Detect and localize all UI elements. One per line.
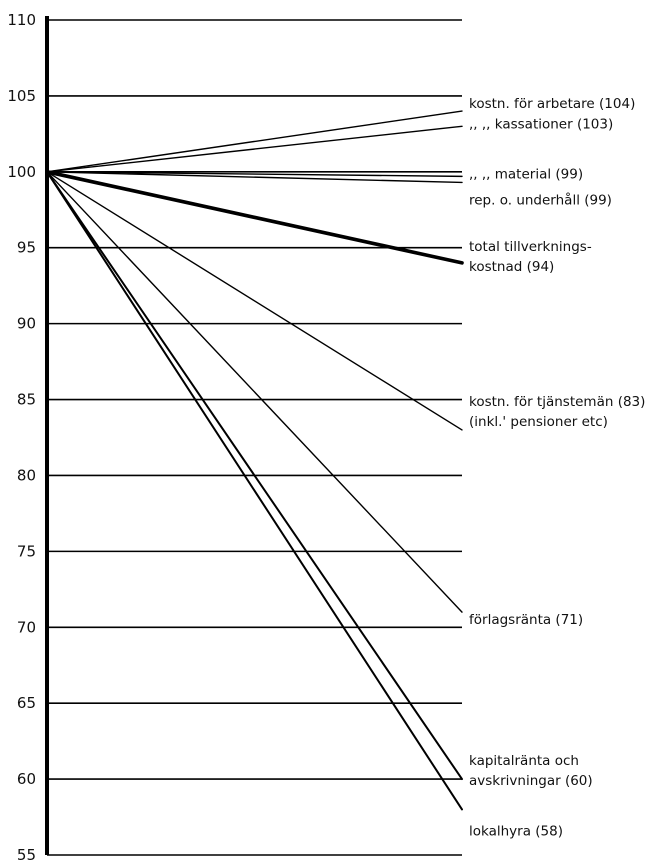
series-lines — [45, 110, 464, 811]
series-label: kostn. för arbetare (104) — [469, 96, 635, 112]
series-label: ,, ,, material (99) — [469, 166, 583, 182]
series-label: rep. o. underhåll (99) — [469, 191, 612, 208]
series-line — [45, 170, 464, 265]
y-tick-label: 105 — [7, 87, 36, 105]
series-line — [46, 170, 463, 781]
y-axis-ticks: 55 60 65 70 75 80 85 90 95 100 105 110 — [7, 11, 36, 861]
series-line — [46, 171, 463, 431]
y-tick-label: 100 — [7, 163, 36, 181]
y-tick-label: 55 — [17, 846, 36, 861]
series-line — [46, 125, 463, 173]
y-tick-label: 80 — [17, 466, 36, 484]
series-line — [46, 171, 463, 613]
y-tick-label: 70 — [17, 618, 36, 636]
y-tick-label: 65 — [17, 694, 36, 712]
series-line — [46, 170, 463, 811]
series-labels: kostn. för arbetare (104) ,, ,, kassation… — [469, 96, 645, 839]
series-line — [46, 171, 463, 178]
y-tick-label: 75 — [17, 542, 36, 560]
series-label: kapitalränta och — [469, 753, 579, 769]
series-label: total tillverknings- — [469, 239, 592, 255]
series-label: avskrivningar (60) — [469, 773, 593, 789]
y-tick-label: 90 — [17, 315, 36, 333]
series-label: ,, ,, kassationer (103) — [469, 116, 613, 132]
y-tick-label: 95 — [17, 239, 36, 257]
series-label: kostnad (94) — [469, 259, 554, 275]
series-label: förlagsränta (71) — [469, 612, 583, 628]
series-label: lokalhyra (58) — [469, 823, 563, 839]
series-label: kostn. för tjänstemän (83) — [469, 394, 645, 410]
series-line — [46, 171, 463, 184]
grid — [47, 19, 462, 856]
series-line — [46, 110, 463, 173]
y-tick-label: 110 — [7, 11, 36, 29]
y-tick-label: 85 — [17, 391, 36, 409]
series-label: (inkl.' pensioner etc) — [469, 414, 608, 430]
y-tick-label: 60 — [17, 770, 36, 788]
